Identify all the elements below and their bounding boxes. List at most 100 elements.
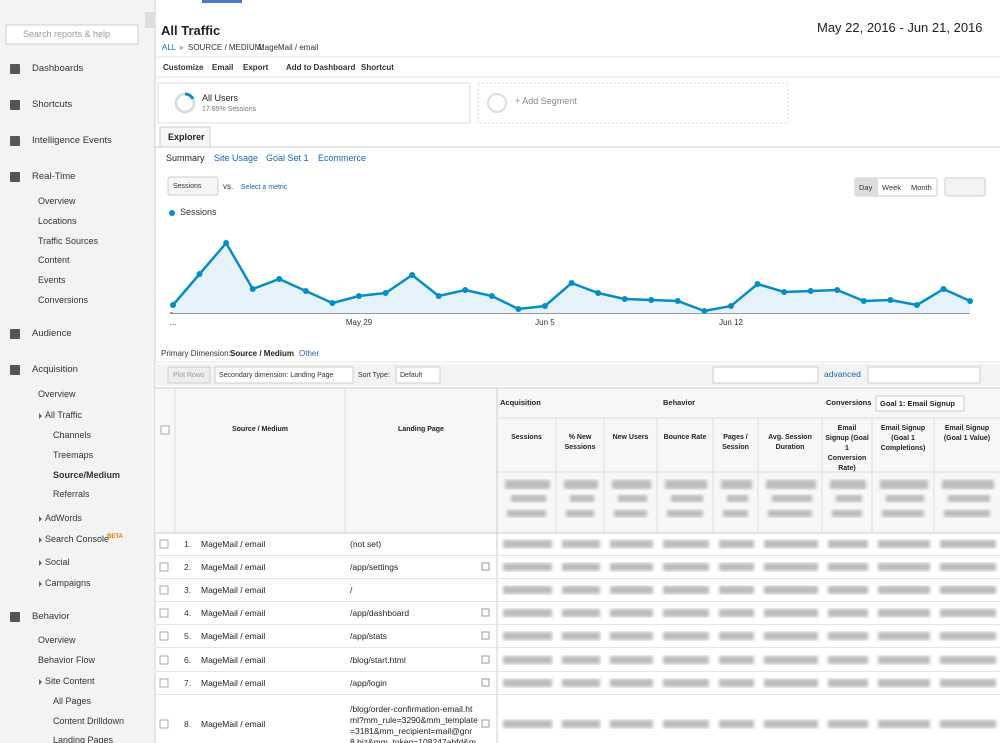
- column-header[interactable]: Pages / Session: [722, 434, 749, 451]
- nav-item[interactable]: Shortcuts: [32, 99, 73, 110]
- row-source[interactable]: MageMail / email: [201, 719, 266, 729]
- row-source[interactable]: MageMail / email: [201, 562, 266, 572]
- row-source[interactable]: MageMail / email: [201, 631, 266, 641]
- search-box[interactable]: [5, 24, 139, 45]
- row-checkbox[interactable]: [159, 719, 169, 729]
- subtab[interactable]: Goal Set 1: [266, 153, 309, 163]
- nav-item[interactable]: Treemaps: [53, 450, 94, 460]
- nav-item[interactable]: Referrals: [53, 489, 90, 499]
- view-buttons[interactable]: [867, 366, 981, 384]
- period-button[interactable]: Day: [859, 183, 873, 192]
- nav-item[interactable]: Campaigns: [45, 578, 91, 588]
- nav-item[interactable]: Intelligence Events: [32, 135, 112, 146]
- nav-item[interactable]: All Pages: [53, 696, 92, 706]
- column-header[interactable]: Email Signup (Goal 1 Completions): [880, 425, 926, 452]
- column-header[interactable]: New Users: [612, 434, 649, 441]
- nav-item[interactable]: Site Content: [45, 676, 95, 686]
- nav-item[interactable]: Audience: [32, 328, 72, 339]
- row-checkbox[interactable]: [159, 585, 169, 595]
- toolbar-button[interactable]: Shortcut: [361, 63, 394, 72]
- row-checkbox[interactable]: [159, 678, 169, 688]
- column-header[interactable]: Bounce Rate: [663, 434, 707, 441]
- row-landing-page[interactable]: /app/dashboard: [350, 608, 410, 618]
- column-header[interactable]: Sessions: [511, 434, 542, 441]
- nav-item[interactable]: Search Console: [45, 534, 110, 544]
- nav-item[interactable]: Behavior Flow: [38, 655, 96, 665]
- add-segment-box[interactable]: [477, 82, 789, 124]
- date-range[interactable]: May 22, 2016 - Jun 21, 2016: [817, 20, 983, 35]
- subtab[interactable]: Summary: [166, 153, 205, 163]
- dimension-other[interactable]: Other: [299, 349, 320, 358]
- goal-dropdown[interactable]: [875, 395, 965, 412]
- nav-item[interactable]: Conversions: [38, 295, 89, 305]
- row-landing-page[interactable]: (not set): [350, 539, 382, 549]
- nav-item[interactable]: Acquisition: [32, 364, 78, 375]
- collapse-button[interactable]: [145, 12, 155, 28]
- toolbar-button[interactable]: Email: [212, 63, 234, 72]
- toolbar-button[interactable]: Customize: [163, 63, 204, 72]
- row-landing-page[interactable]: /blog/order-confirmation-email.html?mm_r…: [350, 704, 478, 743]
- row-landing-page[interactable]: /app/stats: [350, 631, 387, 641]
- row-landing-page[interactable]: /blog/start.html: [350, 655, 406, 665]
- nav-item[interactable]: Events: [38, 275, 66, 285]
- nav-item[interactable]: Content Drilldown: [53, 716, 125, 726]
- chart-type-buttons[interactable]: [944, 177, 986, 197]
- advanced-link[interactable]: advanced: [824, 369, 861, 379]
- nav-item[interactable]: Overview: [38, 196, 76, 206]
- tab-label[interactable]: Explorer: [168, 132, 205, 142]
- add-segment[interactable]: + Add Segment: [515, 96, 577, 106]
- nav-item[interactable]: Content: [38, 255, 70, 265]
- row-checkbox[interactable]: [159, 655, 169, 665]
- plot-rows[interactable]: Plot Rows: [173, 372, 205, 379]
- blurred-value: [663, 586, 709, 594]
- nav-item[interactable]: Social: [45, 557, 70, 567]
- select-all[interactable]: [160, 425, 170, 435]
- row-checkbox[interactable]: [159, 631, 169, 641]
- nav-item[interactable]: All Traffic: [45, 410, 82, 420]
- select-metric[interactable]: Select a metric: [241, 184, 288, 191]
- row-checkbox[interactable]: [159, 608, 169, 618]
- subtab[interactable]: Ecommerce: [318, 153, 367, 163]
- sort-type[interactable]: [395, 366, 441, 384]
- nav-item[interactable]: Overview: [38, 389, 76, 399]
- toolbar-button[interactable]: Export: [243, 63, 269, 72]
- row-checkbox[interactable]: [159, 562, 169, 572]
- nav-item[interactable]: Dashboards: [32, 63, 84, 74]
- row-landing-page[interactable]: /app/login: [350, 678, 387, 688]
- plot-rows-button[interactable]: [167, 366, 211, 384]
- nav-item[interactable]: Locations: [38, 216, 77, 226]
- toolbar-button[interactable]: Add to Dashboard: [286, 63, 356, 72]
- row-checkbox[interactable]: [159, 539, 169, 549]
- secondary-dimension[interactable]: [214, 366, 354, 384]
- nav-item[interactable]: Traffic Sources: [38, 236, 99, 246]
- row-index: 6.: [184, 655, 192, 665]
- period-button[interactable]: Week: [882, 183, 902, 192]
- row-landing-page[interactable]: /: [350, 585, 353, 595]
- table-search[interactable]: [712, 366, 819, 384]
- row-source[interactable]: MageMail / email: [201, 608, 266, 618]
- column-header[interactable]: % New Sessions: [564, 434, 596, 451]
- period-button[interactable]: Month: [911, 183, 932, 192]
- column-header[interactable]: Email Signup (Goal 1 Value): [943, 425, 991, 442]
- row-source[interactable]: MageMail / email: [201, 655, 266, 665]
- breadcrumb[interactable]: ALL: [162, 43, 177, 52]
- nav-item[interactable]: Source/Medium: [53, 470, 121, 480]
- metric-dropdown[interactable]: [167, 176, 219, 196]
- segment-box[interactable]: [157, 82, 471, 124]
- nav-item[interactable]: Real-Time: [32, 171, 76, 182]
- nav-item[interactable]: Behavior: [32, 611, 70, 622]
- row-source[interactable]: MageMail / email: [201, 539, 266, 549]
- row-source[interactable]: MageMail / email: [201, 678, 266, 688]
- nav-item[interactable]: Overview: [38, 635, 76, 645]
- row-landing-page[interactable]: /app/settings: [350, 562, 399, 572]
- column-header[interactable]: Avg. Session Duration: [768, 434, 812, 451]
- nav-item[interactable]: Channels: [53, 430, 92, 440]
- metric-select[interactable]: Sessions: [173, 183, 202, 190]
- nav-item[interactable]: AdWords: [45, 513, 82, 523]
- nav-item[interactable]: Landing Pages: [53, 735, 114, 743]
- column-header[interactable]: Source / Medium: [231, 426, 288, 433]
- column-header[interactable]: Email Signup (Goal 1 Conversion Rate): [825, 425, 869, 472]
- column-header[interactable]: Landing Page: [398, 426, 444, 433]
- subtab[interactable]: Site Usage: [214, 153, 259, 163]
- row-source[interactable]: MageMail / email: [201, 585, 266, 595]
